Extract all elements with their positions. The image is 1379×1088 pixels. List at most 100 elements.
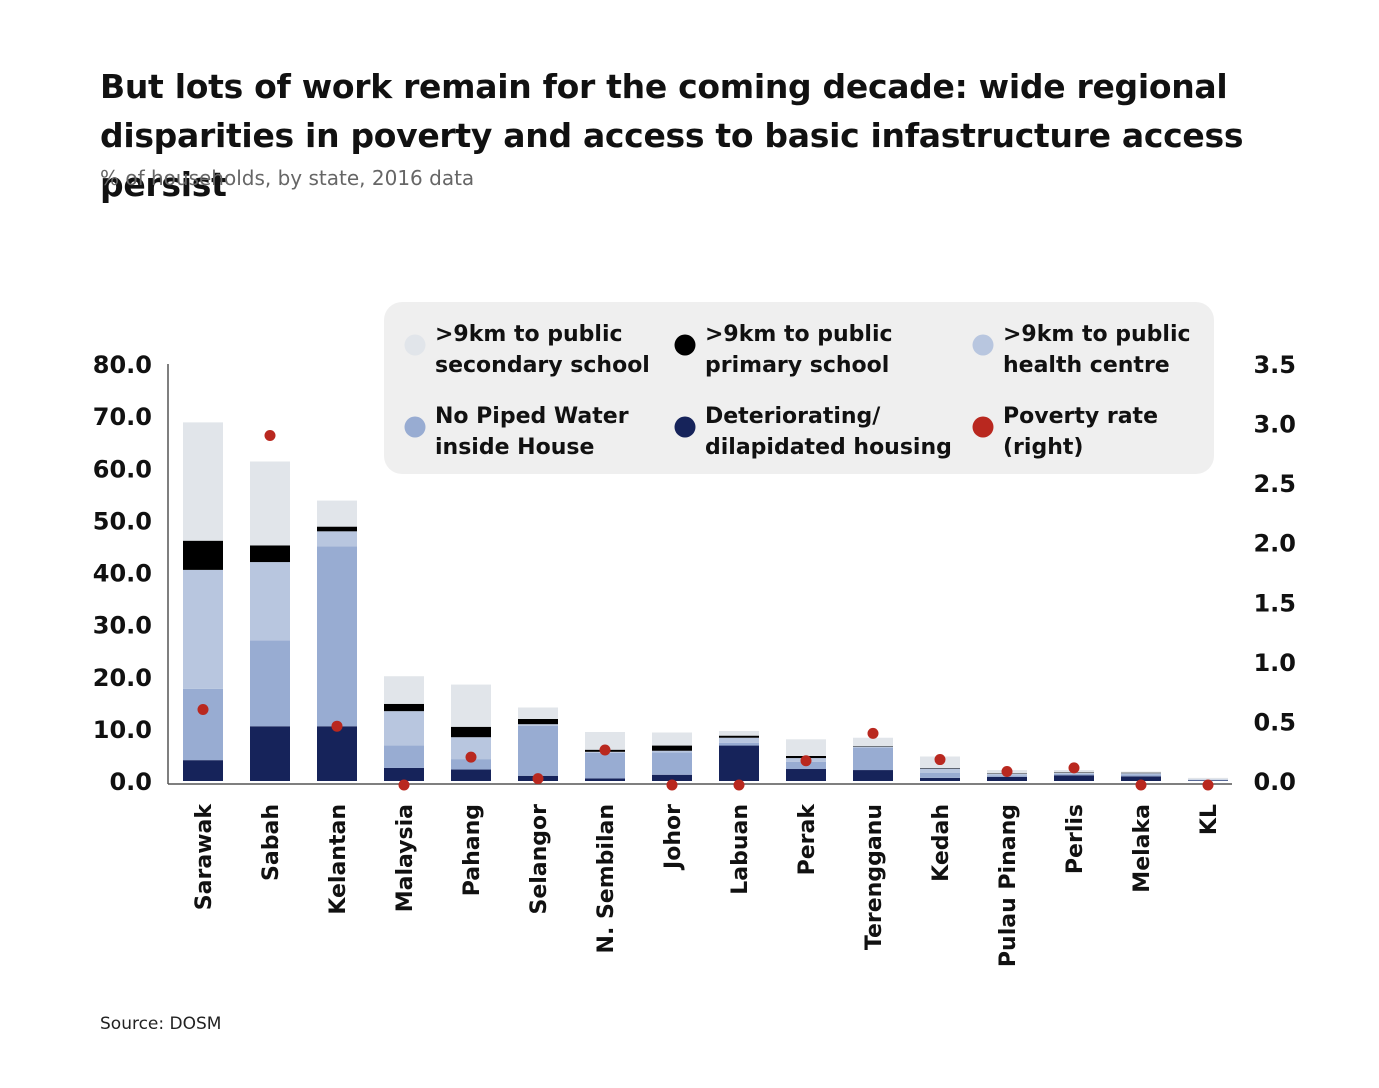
- category-label: Kelantan: [326, 804, 351, 915]
- legend-label: health centre: [1003, 353, 1170, 378]
- bar-segment: [250, 640, 290, 727]
- category-labels: Sarawak Sabah Kelantan Malaysia Pahang Selang…: [192, 803, 1222, 967]
- legend-label: Poverty rate: [1003, 404, 1158, 429]
- bar-segment: [451, 726, 491, 738]
- right-tick-label: 1.0: [1253, 649, 1296, 677]
- bar-segment: [1121, 773, 1161, 775]
- legend-label: inside House: [435, 435, 594, 460]
- bar-segment: [585, 778, 625, 781]
- left-tick-label: 50.0: [93, 507, 152, 535]
- right-tick-label: 2.0: [1253, 530, 1296, 558]
- left-tick-label: 80.0: [93, 351, 152, 379]
- right-tick-label: 0.5: [1253, 708, 1296, 736]
- category-label: Melaka: [1130, 804, 1155, 893]
- bar-segment: [853, 770, 893, 781]
- category-label: Labuan: [728, 804, 753, 895]
- bar-segment: [317, 531, 357, 547]
- bar-segment: [384, 767, 424, 781]
- poverty-dot: [197, 704, 209, 716]
- bar-segment: [585, 752, 625, 779]
- legend-box: [384, 302, 1214, 474]
- bar-segment: [317, 546, 357, 727]
- category-label: N. Sembilan: [594, 804, 619, 953]
- category-label: Pulau Pinang: [996, 804, 1021, 967]
- bar-segment: [1121, 776, 1161, 781]
- bar-segment: [853, 746, 893, 747]
- bar-segment: [250, 562, 290, 641]
- poverty-dot: [532, 773, 544, 785]
- legend-label: secondary school: [435, 353, 650, 378]
- bar-segment: [652, 732, 692, 746]
- legend-marker: [674, 416, 696, 438]
- category-label: Johor: [661, 804, 686, 871]
- bar-segment: [384, 676, 424, 704]
- bar-segment: [719, 735, 759, 738]
- bar-segment: [719, 737, 759, 743]
- bar-segment: [652, 752, 692, 775]
- bar-segment: [1121, 771, 1161, 773]
- bar-segment: [853, 737, 893, 747]
- bar-segment: [1054, 775, 1094, 781]
- right-tick-label: 3.0: [1253, 411, 1296, 439]
- bar-segment: [652, 774, 692, 781]
- poverty-dot: [1068, 762, 1080, 774]
- bar-segment: [853, 746, 893, 748]
- left-tick-label: 10.0: [93, 716, 152, 744]
- bar-segment: [451, 684, 491, 727]
- bar-segment: [518, 707, 558, 719]
- bar-segment: [1121, 774, 1161, 777]
- left-tick-label: 30.0: [93, 612, 152, 640]
- poverty-dot: [264, 429, 276, 441]
- category-label: Sabah: [259, 804, 284, 881]
- legend-label: (right): [1003, 435, 1083, 460]
- legend-marker: [674, 334, 696, 356]
- bar-segment: [920, 777, 960, 781]
- poverty-dot: [1001, 765, 1013, 777]
- chart-subtitle: % of households, by state, 2016 data: [100, 166, 475, 190]
- category-label: Sarawak: [192, 803, 217, 911]
- right-axis-ticks: 0.0 0.5 1.0 1.5 2.0 2.5 3.0 3.5: [1253, 351, 1296, 796]
- legend-label: >9km to public: [1003, 322, 1191, 347]
- bar-segment: [384, 703, 424, 712]
- bar-segment: [183, 569, 223, 689]
- bars: [183, 422, 1228, 781]
- category-label: Pahang: [460, 804, 485, 896]
- legend-label: Deteriorating/: [705, 404, 881, 429]
- category-label: Terengganu: [862, 804, 887, 950]
- right-tick-label: 0.0: [1253, 768, 1296, 796]
- bar-segment: [719, 745, 759, 781]
- poverty-dot: [733, 779, 745, 791]
- category-label: Selangor: [527, 804, 552, 915]
- legend-marker: [972, 416, 994, 438]
- bar-segment: [451, 769, 491, 781]
- right-tick-label: 3.5: [1253, 351, 1296, 379]
- bar-segment: [250, 726, 290, 781]
- chart-title: But lots of work remain for the coming d…: [100, 67, 1244, 204]
- left-tick-label: 20.0: [93, 664, 152, 692]
- bar-segment: [719, 730, 759, 736]
- bar-segment: [317, 726, 357, 781]
- legend-label: primary school: [705, 353, 889, 378]
- poverty-dot: [398, 779, 410, 791]
- source-note: Source: DOSM: [100, 1014, 222, 1034]
- bar-segment: [384, 711, 424, 746]
- bar-segment: [518, 718, 558, 725]
- bar-segment: [652, 750, 692, 753]
- poverty-dot: [800, 755, 812, 767]
- bar-segment: [1121, 772, 1161, 774]
- bar-segment: [1054, 773, 1094, 776]
- poverty-dot: [1135, 779, 1147, 791]
- legend-label: No Piped Water: [435, 404, 629, 429]
- legend-label: dilapidated housing: [705, 435, 952, 460]
- legend-marker: [404, 416, 426, 438]
- bar-segment: [317, 500, 357, 527]
- legend: >9km to public secondary school >9km to pu…: [384, 302, 1214, 474]
- poverty-dots: [197, 429, 1214, 791]
- bar-segment: [1188, 777, 1228, 780]
- bar-segment: [920, 772, 960, 778]
- bar-segment: [183, 760, 223, 781]
- left-tick-label: 70.0: [93, 403, 152, 431]
- category-label: Malaysia: [393, 804, 418, 912]
- bar-segment: [518, 725, 558, 776]
